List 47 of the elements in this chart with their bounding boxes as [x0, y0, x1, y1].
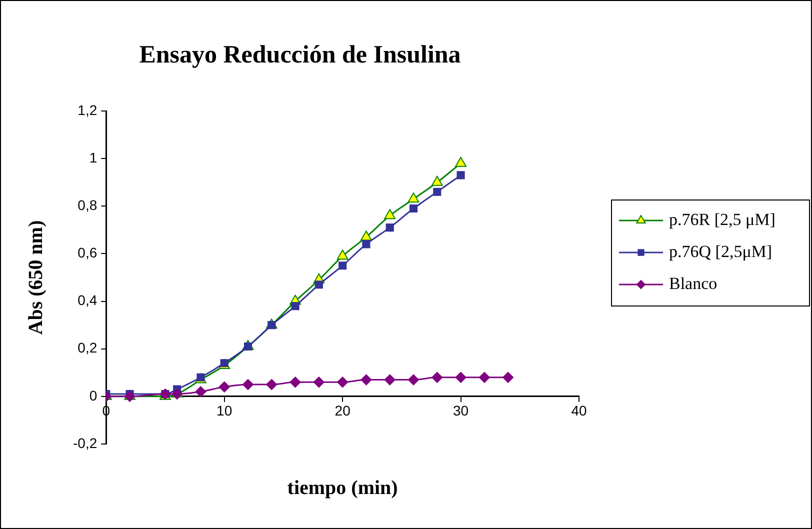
- point: [242, 379, 254, 390]
- point: [244, 342, 252, 351]
- point: [336, 250, 348, 260]
- x-tick-label: 40: [571, 402, 587, 419]
- y-tick-label: 0,6: [78, 244, 98, 261]
- y-tick-label: 0,2: [78, 340, 98, 356]
- point: [218, 381, 230, 392]
- legend-label: p.76R [2,5 μM]: [669, 210, 776, 229]
- y-tick-label: 1,2: [78, 102, 98, 118]
- x-axis-title: tiempo (min): [287, 477, 398, 500]
- point: [433, 188, 442, 196]
- point: [313, 376, 324, 388]
- point: [455, 372, 466, 383]
- x-tick-label: 30: [452, 402, 469, 419]
- point: [502, 372, 514, 383]
- point: [266, 379, 278, 390]
- point: [338, 262, 347, 270]
- point: [432, 372, 443, 383]
- point: [362, 240, 370, 248]
- legend-label: p.76Q [2,5μM]: [669, 242, 772, 261]
- legend-label: Blanco: [669, 274, 718, 293]
- point: [195, 386, 206, 398]
- point: [431, 176, 443, 186]
- point: [455, 156, 466, 167]
- y-tick-label: 0,8: [78, 197, 98, 213]
- x-tick-label: 20: [334, 402, 351, 419]
- chart-title: Ensayo Reducción de Insulina: [139, 41, 462, 68]
- point: [386, 224, 394, 232]
- point: [384, 209, 396, 220]
- point: [408, 374, 419, 386]
- point: [290, 376, 301, 388]
- point: [360, 230, 372, 241]
- point: [360, 374, 372, 386]
- y-tick-label: -0,2: [73, 434, 98, 451]
- point: [409, 204, 418, 213]
- point: [408, 192, 420, 203]
- point: [384, 374, 396, 386]
- point: [314, 280, 323, 289]
- point: [456, 171, 465, 180]
- y-tick-label: 0,4: [78, 292, 98, 308]
- y-axis-title: Abs (650 nm): [25, 220, 48, 335]
- point: [291, 302, 300, 310]
- y-tick-label: 0: [89, 387, 98, 404]
- point: [337, 376, 348, 388]
- point: [478, 372, 490, 383]
- y-tick-label: 1: [89, 149, 98, 166]
- x-tick-label: 10: [216, 402, 232, 419]
